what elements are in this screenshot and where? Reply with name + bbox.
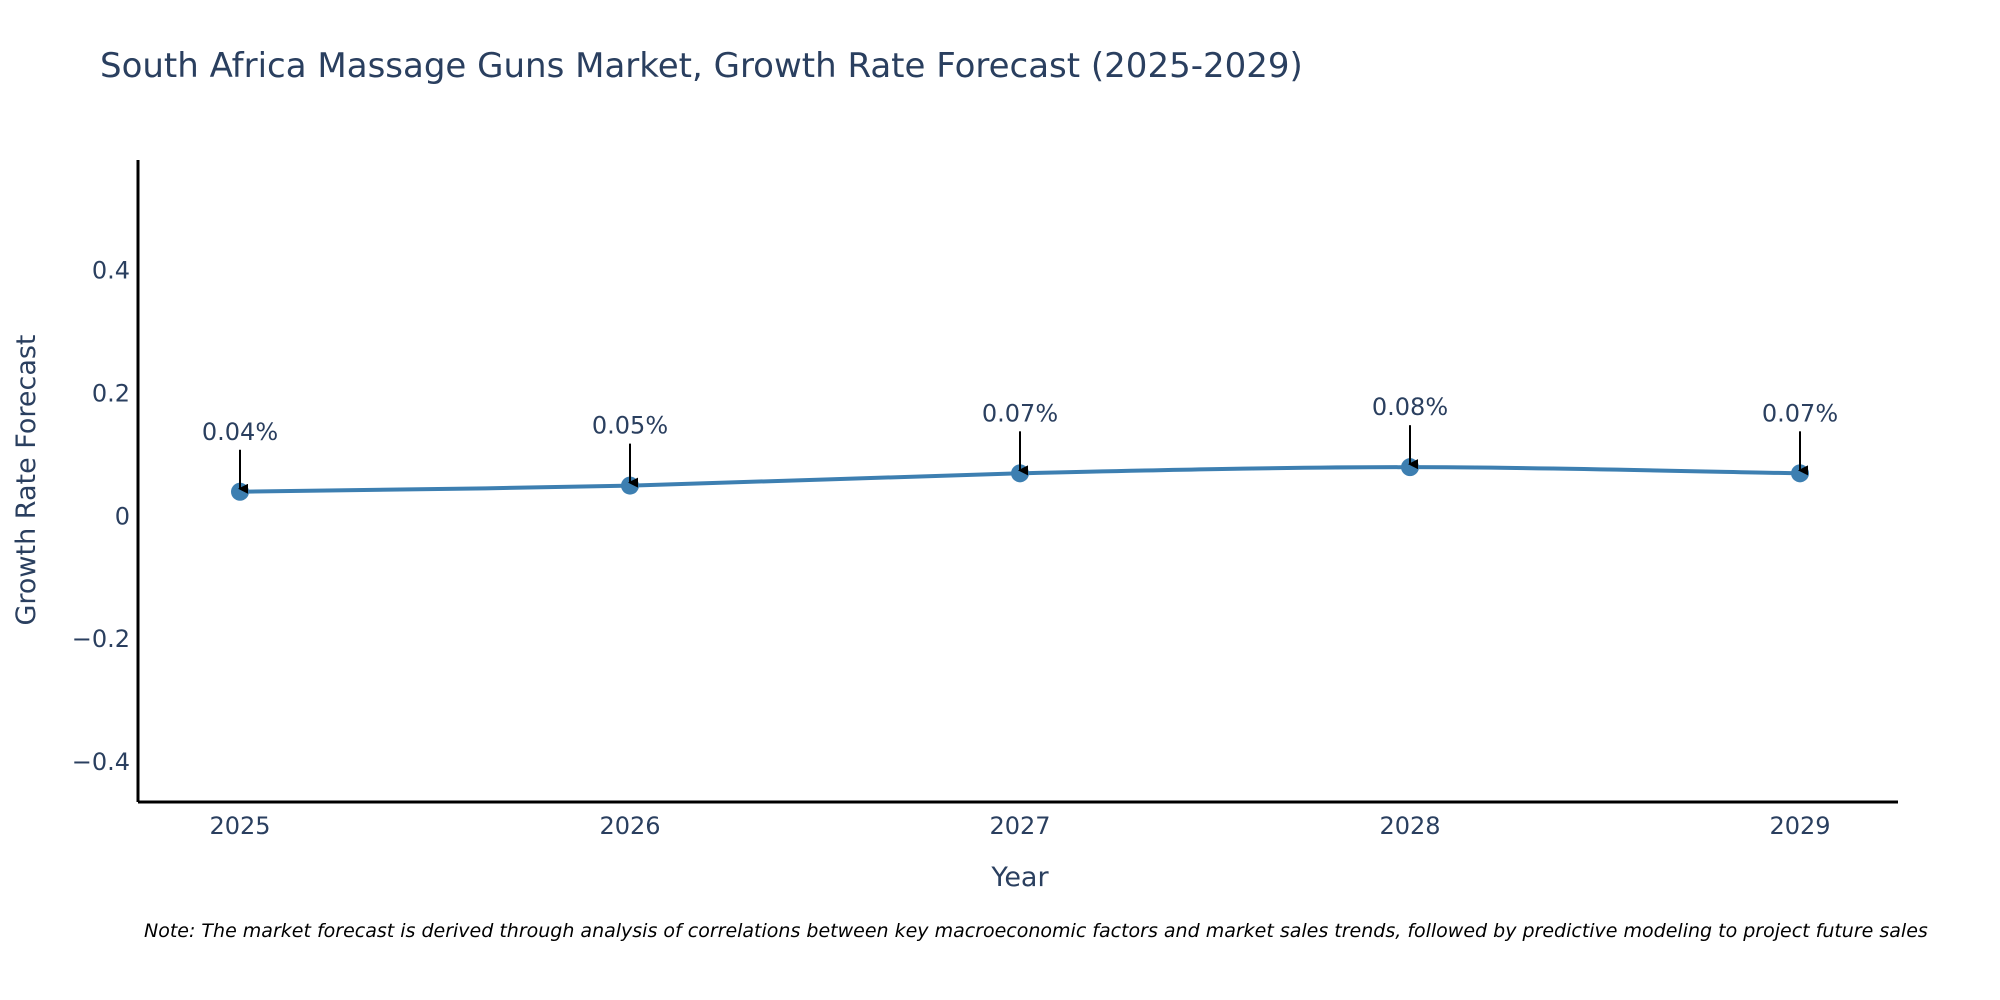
chart-title: South Africa Massage Guns Market, Growth…	[100, 46, 1303, 86]
chart-note: Note: The market forecast is derived thr…	[144, 920, 1928, 942]
y-tick-label: 0	[115, 502, 130, 530]
y-tick-label: 0.2	[92, 379, 130, 407]
data-label: 0.08%	[1372, 393, 1448, 421]
x-tick-label: 2026	[599, 812, 660, 840]
data-label: 0.04%	[202, 418, 278, 446]
y-tick-group: −0.4 −0.2 0 0.2 0.4	[72, 257, 130, 776]
x-tick-group: 2025 2026 2027 2028 2029	[209, 812, 1830, 840]
x-tick-label: 2029	[1769, 812, 1830, 840]
y-axis-title: Growth Rate Forecast	[11, 334, 42, 625]
data-label: 0.07%	[1762, 399, 1838, 427]
y-tick-label: 0.4	[92, 257, 130, 285]
y-tick-label: −0.2	[72, 625, 130, 653]
axes	[136, 160, 1898, 804]
x-tick-label: 2028	[1379, 812, 1440, 840]
y-tick-label: −0.4	[72, 748, 130, 776]
x-axis-title: Year	[990, 862, 1049, 893]
x-tick-label: 2027	[989, 812, 1050, 840]
x-tick-label: 2025	[209, 812, 270, 840]
annotation-group: 0.04% 0.05% 0.07% 0.08% 0.07%	[202, 393, 1838, 494]
data-label: 0.07%	[982, 399, 1058, 427]
data-label: 0.05%	[592, 412, 668, 440]
